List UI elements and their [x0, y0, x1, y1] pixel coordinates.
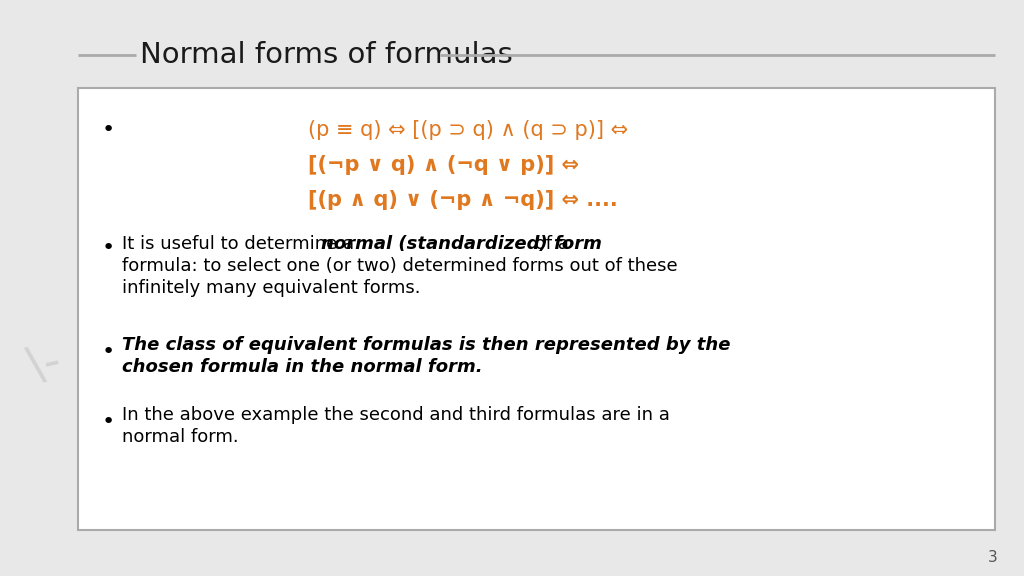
- Text: normal (standardized) form: normal (standardized) form: [321, 235, 602, 253]
- Text: Normal forms of formulas: Normal forms of formulas: [140, 41, 513, 69]
- Text: normal form.: normal form.: [122, 428, 239, 446]
- Text: •: •: [101, 120, 115, 140]
- Text: 3: 3: [988, 551, 997, 566]
- Text: It is useful to determine a: It is useful to determine a: [122, 235, 359, 253]
- Text: •: •: [101, 342, 115, 362]
- Text: \-: \-: [25, 340, 66, 391]
- Text: α: α: [172, 107, 218, 173]
- Text: λ: λ: [874, 334, 912, 396]
- Text: The class of equivalent formulas is then represented by the: The class of equivalent formulas is then…: [122, 336, 730, 354]
- Text: (p ≡ q) ⇔ [(p ⊃ q) ∧ (q ⊃ p)] ⇔: (p ≡ q) ⇔ [(p ⊃ q) ∧ (q ⊃ p)] ⇔: [308, 120, 628, 140]
- Text: chosen formula in the normal form.: chosen formula in the normal form.: [122, 358, 482, 376]
- Text: •: •: [101, 412, 115, 432]
- Text: ∃: ∃: [484, 419, 525, 481]
- Text: ⊢: ⊢: [687, 107, 749, 173]
- Text: formula: to select one (or two) determined forms out of these: formula: to select one (or two) determin…: [122, 257, 678, 275]
- Text: •: •: [101, 238, 115, 258]
- FancyBboxPatch shape: [78, 88, 995, 530]
- Text: infinitely many equivalent forms.: infinitely many equivalent forms.: [122, 279, 421, 297]
- Text: of a: of a: [528, 235, 568, 253]
- Text: [(p ∧ q) ∨ (¬p ∧ ¬q)] ⇔ ....: [(p ∧ q) ∨ (¬p ∧ ¬q)] ⇔ ....: [308, 190, 617, 210]
- Text: [(¬p ∨ q) ∧ (¬q ∨ p)] ⇔: [(¬p ∨ q) ∧ (¬q ∨ p)] ⇔: [308, 155, 579, 175]
- Text: In the above example the second and third formulas are in a: In the above example the second and thir…: [122, 406, 670, 424]
- Text: β: β: [574, 284, 615, 346]
